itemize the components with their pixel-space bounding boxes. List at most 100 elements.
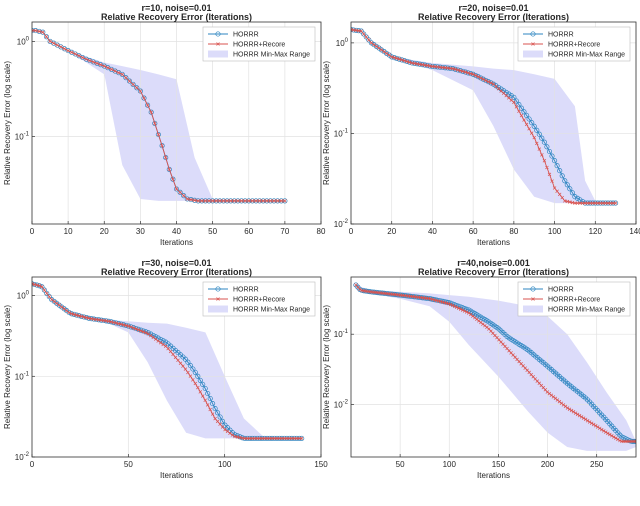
data-point-recore [79,314,84,319]
data-point-recore [570,200,575,205]
x-tick-label: 60 [469,227,478,236]
data-point-recore [601,201,605,205]
data-point-recore [606,201,610,205]
data-point-recore [577,413,582,418]
data-point-horrr [200,381,206,387]
data-point-recore [379,48,384,52]
chart-title-line2: Relative Recovery Error (Iterations) [101,12,252,22]
data-point-recore [567,407,572,412]
data-point-recore [106,319,111,324]
data-point-recore [442,300,447,305]
data-point-recore [142,96,146,100]
data-point-recore [141,330,146,334]
y-tick-label: 10-2 [334,219,349,229]
data-point-recore [129,325,133,329]
data-point-recore [210,199,215,203]
data-point-recore [466,71,470,75]
data-point-recore [261,199,265,203]
data-point-recore [535,141,539,146]
chart-panel-2: 0 20 40 60 80 100 120 140 10-2 10-1 100 r=20, noise… [322,3,640,247]
data-point-recore [563,199,567,203]
y-axis-label: Relative Recovery Error (log scale) [322,61,331,185]
data-point-horrr [544,144,550,150]
data-point-horrr [503,89,509,95]
data-point-recore [111,320,116,325]
data-point-recore [54,301,59,306]
data-point-recore [446,301,451,306]
data-point-horrr [160,338,166,344]
data-point-horrr [511,94,517,100]
legend-label-band: HORRR Min-Max Range [233,307,310,314]
data-point-recore [215,419,220,424]
data-point-horrr [39,284,45,290]
data-point-recore [460,308,465,312]
data-point-horrr [531,123,537,129]
x-tick-label: 20 [387,227,396,236]
data-point-horrr [40,29,46,35]
data-point-recore [171,352,175,357]
data-point-recore [608,201,613,205]
x-tick-label: 60 [244,227,253,236]
data-point-horrr [210,401,216,407]
data-point-horrr [126,78,133,84]
data-point-recore [575,412,580,417]
data-point-recore [395,56,399,61]
data-point-recore [428,297,433,301]
data-point-recore [40,285,44,289]
data-point-recore [610,434,614,438]
data-point-recore [77,313,81,318]
data-point-horrr [478,75,484,81]
data-point-recore [606,431,610,436]
data-point-recore [124,323,128,328]
data-point-horrr [185,359,191,365]
chart-panel-1: 0 10 20 30 40 50 60 70 80 10-1 100 r=10, noise=0.01… [3,3,326,247]
data-point-recore [109,320,113,324]
axes-box [350,276,637,458]
x-tick-label: 100 [548,227,562,236]
data-point-recore [612,435,616,439]
data-point-recore [359,29,363,33]
data-point-recore [254,199,258,203]
data-point-recore [402,58,407,63]
data-point-recore [73,52,78,56]
data-point-recore [149,110,153,114]
data-point-recore [230,433,235,437]
data-point-recore [171,177,175,181]
data-point-recore [583,417,588,422]
data-point-recore [37,284,42,288]
data-point-recore [32,282,37,287]
data-point-recore [367,38,371,42]
data-point-recore [55,43,60,47]
data-point-horrr [516,102,522,108]
data-point-horrr [159,143,165,149]
data-point-horrr [496,84,502,91]
data-point-recore [268,199,273,203]
data-point-recore [174,187,179,191]
data-point-recore [587,420,592,424]
chart-title-line2: Relative Recovery Error (Iterations) [418,12,569,22]
data-point-horrr [539,135,545,141]
data-point-recore [210,412,215,416]
y-axis-label: Relative Recovery Error (log scale) [322,305,331,429]
data-point-recore [565,406,570,410]
data-point-horrr [192,369,198,375]
data-point-horrr [541,139,547,145]
data-point-recore [201,394,205,398]
x-tick-label: 70 [280,227,289,236]
data-point-recore [580,201,585,205]
legend-label-horrr: HORRR [548,32,574,39]
data-point-recore [573,201,577,205]
y-tick-label: 10-1 [15,131,30,141]
data-point-recore [517,109,521,113]
data-point-recore [113,69,117,73]
data-point-recore [407,60,412,64]
data-point-recore [540,153,544,157]
data-point-horrr [130,81,136,87]
legend-label-recore: HORRR+Recore [548,297,600,304]
data-point-recore [527,127,531,131]
data-point-recore [192,198,197,203]
y-axis-label: Relative Recovery Error (log scale) [3,305,12,429]
x-tick-label: 50 [396,460,405,469]
